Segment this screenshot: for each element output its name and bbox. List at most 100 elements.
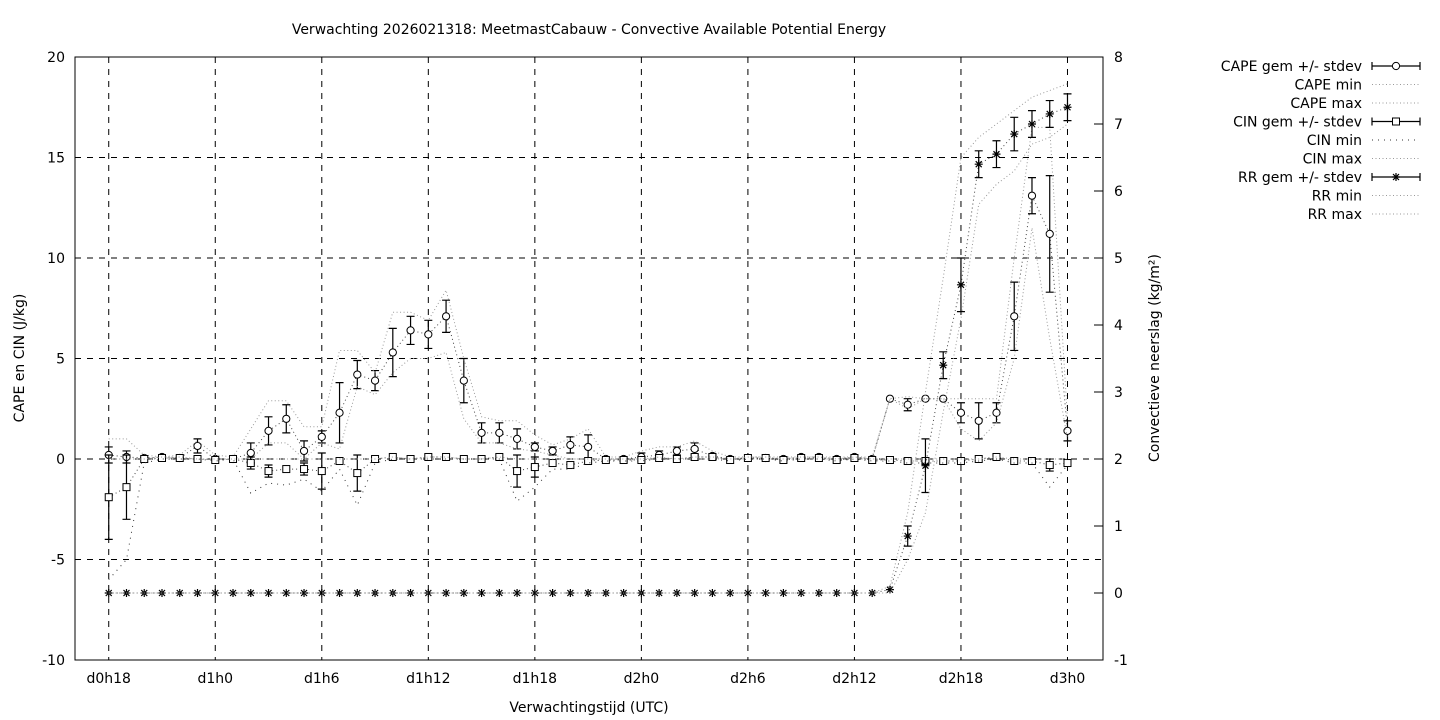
rr-gem-stdev-point — [1027, 120, 1036, 128]
rr-gem-stdev-point — [690, 589, 699, 597]
cin-gem-stdev-point — [157, 453, 166, 462]
legend-label: RR min — [1312, 189, 1362, 205]
rr-gem-stdev-point — [459, 589, 468, 597]
x-tick-label: d2h6 — [730, 671, 766, 687]
y-tick-label: 10 — [47, 251, 65, 267]
rr-gem-stdev-point — [246, 589, 255, 597]
series-rr-min — [108, 123, 1068, 594]
cape-gem-stdev-point — [566, 440, 575, 450]
grid — [75, 57, 1103, 660]
cin-gem-stdev-point — [868, 456, 877, 465]
y-tick-label: 5 — [56, 352, 65, 368]
rr-gem-stdev-point — [832, 589, 841, 597]
legend-label: CIN max — [1303, 152, 1362, 168]
cin-gem-stdev-point — [601, 456, 610, 465]
cape-gem-stdev-point — [299, 446, 309, 456]
y2-tick-label: 4 — [1114, 318, 1123, 334]
y-tick-label: -5 — [51, 553, 65, 569]
cin-gem-stdev-point — [708, 452, 717, 461]
cin-gem-stdev-point — [726, 456, 735, 465]
legend-item-cape-max: CAPE max — [1290, 96, 1420, 112]
cin-gem-stdev-point — [282, 465, 291, 474]
legend-item-rr-min: RR min — [1312, 189, 1420, 205]
cin-gem-stdev-point — [175, 453, 184, 462]
y2-tick-label: 5 — [1114, 251, 1123, 267]
rr-gem-stdev-point — [175, 589, 184, 597]
cin-gem-stdev-point — [317, 467, 326, 476]
legend-item-rr-gem-stdev: RR gem +/- stdev — [1238, 170, 1421, 186]
cape-gem-stdev-point — [441, 312, 451, 321]
rr-gem-stdev-point — [992, 150, 1001, 159]
cin-gem-stdev-point — [193, 455, 202, 463]
rr-gem-stdev-point — [956, 280, 965, 289]
rr-gem-stdev-point — [1063, 103, 1072, 112]
y-tick-label: 15 — [47, 151, 65, 167]
rr-gem-stdev-point — [1010, 130, 1019, 139]
cin-gem-stdev-point — [406, 455, 415, 463]
y2-tick-label: 3 — [1114, 385, 1123, 401]
rr-gem-stdev-point — [317, 589, 326, 597]
rr-min-line — [108, 123, 1068, 594]
legend-marker — [1392, 117, 1400, 126]
y-tick-label: 20 — [47, 50, 65, 66]
cape-gem-stdev-point — [477, 428, 486, 437]
legend-label: CAPE gem +/- stdev — [1221, 59, 1362, 75]
cin-gem-stdev-point — [903, 457, 912, 466]
chart-title: Verwachting 2026021318: MeetmastCabauw -… — [292, 22, 886, 38]
cape-gem-stdev-point — [1063, 426, 1072, 435]
rr-gem-stdev-point — [584, 589, 593, 597]
legend-label: CAPE max — [1290, 96, 1362, 112]
axes: d0h18 d1h0 d1h6 d1h12 d1h18 d2h0 d2h6 d2h12 d2h1… — [42, 50, 1128, 687]
rr-gem-stdev-point — [939, 361, 948, 370]
cin-gem-stdev-point — [530, 463, 539, 472]
y2-tick-label: -1 — [1114, 653, 1128, 669]
cape-gem-stdev-point — [370, 376, 380, 385]
cin-gem-stdev-point — [885, 456, 894, 465]
rr-gem-stdev-point — [708, 589, 717, 597]
cin-gem-stdev-point — [832, 456, 841, 465]
cin-gem-stdev-point — [637, 456, 646, 465]
cin-gem-stdev-point — [104, 493, 113, 502]
cin-gem-stdev-point — [1027, 457, 1036, 466]
rr-gem-stdev-point — [566, 589, 575, 597]
x-tick-label: d1h12 — [406, 671, 450, 687]
rr-gem-stdev-point — [282, 589, 291, 597]
cin-gem-stdev-point — [690, 452, 699, 461]
rr-gem-stdev-point — [921, 461, 930, 470]
cin-gem-stdev-point — [442, 452, 451, 461]
cape-gem-stdev-point — [672, 446, 681, 456]
y2-tick-label: 7 — [1114, 117, 1123, 133]
rr-gem-stdev-point — [495, 589, 504, 597]
cin-gem-stdev-point — [761, 453, 770, 462]
legend-item-cape-min: CAPE min — [1295, 78, 1420, 94]
y2-tick-label: 1 — [1114, 519, 1123, 535]
cin-min-line — [108, 458, 1068, 580]
legend-label: CIN min — [1307, 133, 1362, 149]
rr-gem-stdev-point — [974, 160, 983, 169]
rr-gem-stdev-point — [548, 589, 557, 597]
x-tick-label: d3h0 — [1050, 671, 1086, 687]
x-tick-label: d0h18 — [86, 671, 130, 687]
rr-gem-stdev-line — [108, 106, 1068, 594]
cape-gem-stdev-point — [264, 426, 273, 435]
legend-item-cin-gem-stdev: CIN gem +/- stdev — [1233, 115, 1421, 131]
rr-gem-stdev-point — [797, 589, 806, 597]
y-axis-label: CAPE en CIN (J/kg) — [12, 294, 28, 423]
cape-gem-stdev-point — [512, 434, 522, 443]
cin-gem-stdev-point — [850, 453, 859, 462]
cin-gem-stdev-point — [513, 467, 522, 476]
cape-gem-stdev-point — [974, 416, 983, 425]
legend-item-cape-gem-stdev: CAPE gem +/- stdev — [1221, 59, 1421, 75]
legend: CAPE gem +/- stdev CAPE min CAPE max CIN ge… — [1221, 59, 1421, 223]
rr-gem-stdev-point — [193, 589, 202, 597]
cape-max-line — [108, 126, 1068, 458]
rr-max-line — [108, 83, 1068, 594]
cape-gem-stdev-point — [1027, 191, 1037, 200]
cape-gem-stdev-point — [335, 408, 344, 417]
cin-gem-stdev-point — [548, 459, 557, 468]
cin-gem-stdev-point — [459, 455, 468, 463]
cape-gem-stdev-point — [193, 441, 202, 451]
legend-label: RR gem +/- stdev — [1238, 170, 1362, 186]
series-cin-max — [108, 456, 1068, 460]
